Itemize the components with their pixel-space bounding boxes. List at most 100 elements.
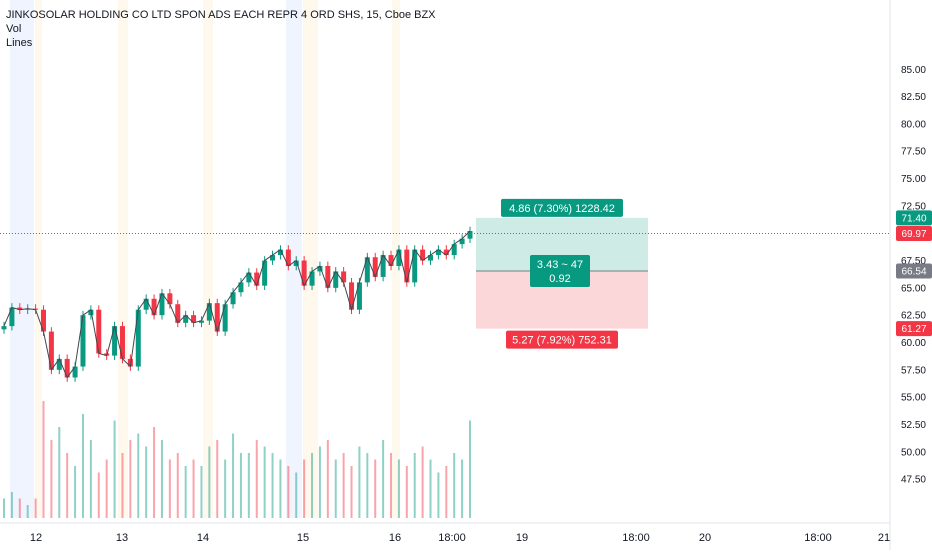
volume-bar — [390, 453, 393, 518]
volume-bar — [42, 401, 45, 518]
candle-body — [135, 309, 141, 367]
risk-reward-line2: 0.92 — [549, 273, 570, 285]
candle-body — [119, 326, 125, 359]
price-badge-bg — [896, 226, 932, 242]
volume-bar — [137, 433, 140, 518]
price-tick-label: 77.50 — [901, 147, 926, 158]
risk-reward-bg — [530, 255, 590, 288]
risk-reward-label[interactable]: 3.43 ~ 47 0.92 — [530, 255, 590, 288]
volume-bar — [287, 466, 290, 518]
candle-body — [191, 315, 197, 323]
candle-body — [167, 293, 173, 305]
volume-bars — [3, 401, 471, 518]
candle-body — [301, 260, 307, 286]
candle-body — [64, 358, 70, 378]
volume-bar — [200, 466, 203, 518]
volume-bar — [184, 466, 187, 518]
price-tick-label: 85.00 — [901, 65, 926, 76]
volume-bar — [216, 440, 219, 518]
time-tick-label: 20 — [699, 532, 711, 544]
candle-body — [1, 326, 7, 330]
candle-body — [159, 293, 165, 316]
candle-body — [230, 292, 236, 305]
volume-bar — [18, 498, 21, 518]
chart-legend: JINKOSOLAR HOLDING CO LTD SPON ADS EACH … — [6, 8, 436, 50]
candles — [1, 226, 473, 382]
price-tick-label: 72.50 — [901, 201, 926, 212]
volume-bar — [168, 459, 171, 518]
volume-bar — [358, 446, 361, 518]
volume-bar — [453, 453, 456, 518]
candle-body — [183, 315, 189, 323]
candle-body — [214, 303, 220, 332]
volume-bar — [232, 433, 235, 518]
candle-body — [270, 255, 276, 261]
volume-bar — [10, 492, 13, 518]
candle-body — [25, 308, 31, 310]
candle-body — [262, 260, 268, 286]
candle-body — [309, 271, 315, 286]
volume-bar — [350, 466, 353, 518]
volume-bar — [34, 498, 37, 518]
candle-body — [88, 309, 94, 316]
volume-indicator-label[interactable]: Vol — [6, 23, 22, 35]
volume-bar — [192, 459, 195, 518]
volume-bar — [469, 420, 471, 518]
volume-bar — [26, 505, 29, 518]
time-tick-label: 15 — [297, 532, 309, 544]
volume-bar — [311, 453, 314, 518]
stop-label[interactable]: 5.27 (7.92%) 752.31 — [506, 330, 618, 349]
session-band — [286, 0, 302, 518]
price-badge: 66.54 — [896, 263, 932, 279]
candle-body — [206, 303, 212, 321]
volume-bar — [342, 453, 345, 518]
session-highlights — [10, 0, 400, 518]
candle-body — [380, 255, 386, 277]
price-badge-text: 61.27 — [901, 324, 926, 335]
candle-body — [317, 265, 323, 272]
lines-indicator-label[interactable]: Lines — [6, 37, 33, 49]
candle-body — [151, 298, 157, 316]
candle-body — [285, 249, 291, 266]
session-band — [303, 0, 318, 518]
candle-body — [40, 309, 46, 332]
volume-bar — [3, 498, 5, 518]
candle-body — [443, 249, 449, 256]
volume-bar — [153, 427, 156, 518]
price-tick-label: 65.00 — [901, 283, 926, 294]
price-tick-label: 50.00 — [901, 447, 926, 458]
volume-bar — [326, 440, 329, 518]
volume-bar — [58, 427, 61, 518]
volume-bar — [437, 472, 440, 518]
candle-body — [396, 249, 402, 266]
price-badge-text: 66.54 — [901, 267, 926, 278]
volume-bar — [397, 459, 400, 518]
candle-body — [459, 238, 465, 245]
volume-bar — [255, 440, 258, 518]
stop-label-bg — [506, 330, 618, 349]
target-label[interactable]: 4.86 (7.30%) 1228.42 — [501, 198, 623, 217]
volume-bar — [97, 472, 100, 518]
candle-body — [246, 272, 252, 283]
price-badge-bg — [896, 210, 932, 226]
candle-body — [72, 366, 78, 378]
session-band — [392, 0, 400, 518]
volume-bar — [279, 459, 282, 518]
volume-bar — [160, 440, 163, 518]
price-badge-text: 71.40 — [901, 213, 926, 224]
volume-bar — [113, 420, 116, 518]
candle-body — [175, 304, 181, 323]
price-badge-text: 69.97 — [901, 229, 926, 240]
price-badge-bg — [896, 263, 932, 279]
volume-bar — [445, 466, 448, 518]
price-tick-label: 67.50 — [901, 256, 926, 267]
volume-bar — [89, 440, 92, 518]
price-tick-label: 62.50 — [901, 311, 926, 322]
volume-bar — [295, 472, 298, 518]
time-tick-label: 18:00 — [622, 532, 650, 544]
time-axis: 12 13 14 15 16 18:00 19 18:00 20 18:00 21 — [0, 522, 890, 544]
candle-body — [341, 271, 347, 283]
time-tick-label: 18:00 — [804, 532, 832, 544]
